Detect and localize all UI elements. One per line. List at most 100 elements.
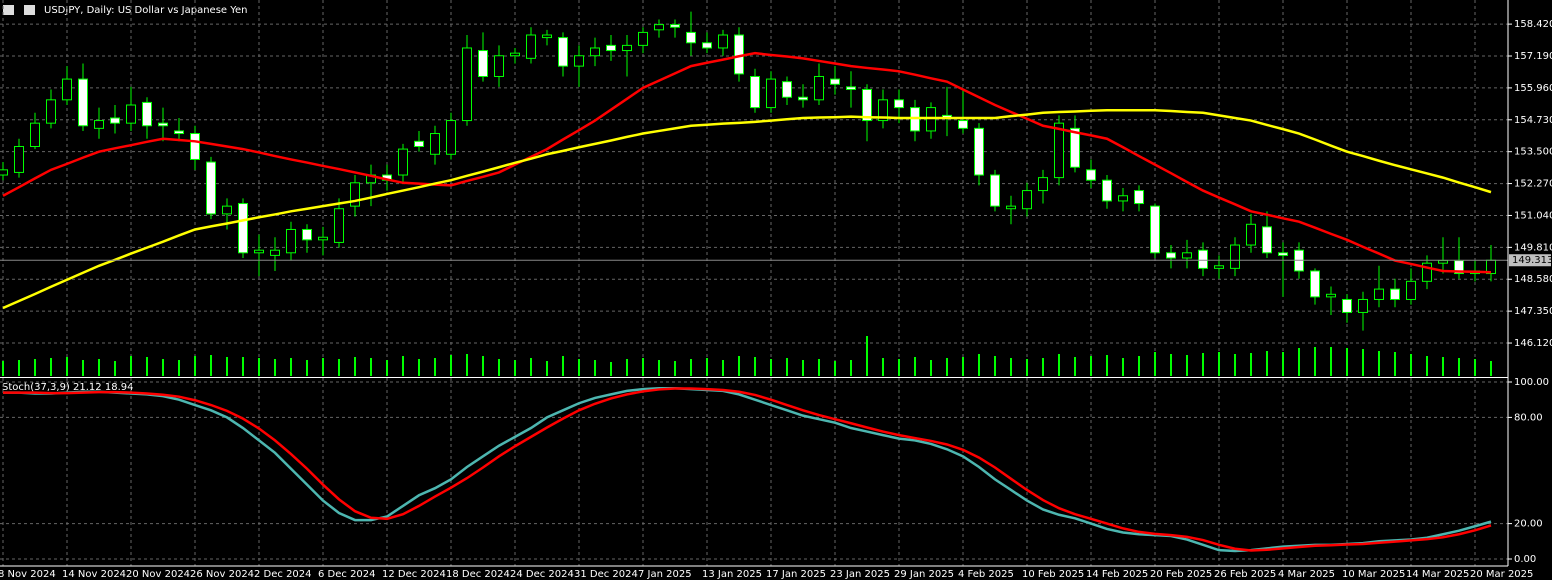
y-tick-label: 20.00	[1514, 519, 1543, 530]
candle-body	[510, 52, 520, 57]
candle-body	[846, 86, 856, 90]
candle-body	[1262, 226, 1272, 254]
x-tick-label: 14 Mar 2025	[1406, 569, 1469, 580]
candle-body	[558, 37, 568, 67]
candle-body	[1390, 288, 1400, 300]
candle-body	[398, 148, 408, 176]
candle-body	[30, 122, 40, 147]
candle-body	[142, 101, 152, 127]
candle-body	[1214, 265, 1224, 269]
indicator-name: Stoch(37,3,9)	[2, 382, 70, 393]
indicator-label: Stoch(37,3,9) 21.12 18.94	[2, 382, 134, 393]
candle-body	[110, 117, 120, 124]
candle-body	[158, 122, 168, 127]
candle-body	[1038, 177, 1048, 192]
candle-body	[686, 31, 696, 44]
candle-body	[1406, 280, 1416, 300]
x-tick-label: 26 Nov 2024	[190, 569, 254, 580]
candle-body	[302, 228, 312, 241]
x-tick-label: 2 Dec 2024	[254, 569, 312, 580]
x-tick-label: 20 Nov 2024	[126, 569, 190, 580]
candle-body	[926, 107, 936, 132]
x-tick-label: 4 Feb 2025	[958, 569, 1014, 580]
y-tick-label: 158.420	[1514, 19, 1552, 30]
x-tick-label: 18 Dec 2024	[446, 569, 510, 580]
candle-body	[62, 78, 72, 101]
candle-body	[1022, 190, 1032, 210]
x-tick-label: 10 Feb 2025	[1022, 569, 1084, 580]
candle-body	[622, 44, 632, 52]
candle-body	[190, 133, 200, 160]
candle-body	[798, 96, 808, 101]
candle-body	[1278, 252, 1288, 256]
candle-body	[222, 205, 232, 215]
y-tick-label: 154.730	[1514, 115, 1552, 126]
candle-body	[1182, 252, 1192, 259]
candle-body	[910, 107, 920, 132]
candle-body	[894, 99, 904, 109]
x-tick-label: 10 Mar 2025	[1342, 569, 1405, 580]
x-tick-label: 14 Nov 2024	[62, 569, 126, 580]
candle-body	[446, 120, 456, 155]
candle-body	[670, 24, 680, 28]
candle-body	[1246, 223, 1256, 246]
y-tick-label: 152.270	[1514, 179, 1552, 190]
candle-body	[542, 34, 552, 39]
main-value: 21.12	[73, 382, 102, 393]
candle-body	[638, 31, 648, 46]
candle-body	[1006, 205, 1016, 210]
candle-body	[334, 208, 344, 243]
candle-body	[606, 44, 616, 52]
candle-body	[1198, 249, 1208, 269]
moving-average	[2, 51, 1492, 274]
candle-body	[414, 140, 424, 147]
y-tick-label: 157.190	[1514, 51, 1552, 62]
candle-body	[1166, 252, 1176, 259]
y-tick-label: 146.120	[1514, 338, 1552, 349]
candle-body	[958, 120, 968, 129]
y-tick-label: 151.040	[1514, 210, 1552, 221]
candle-body	[254, 249, 264, 254]
candle-body	[0, 169, 8, 176]
candle-body	[478, 50, 488, 77]
candle-body	[766, 78, 776, 109]
candle-body	[1326, 293, 1336, 298]
price-tag-label: 149.313	[1512, 255, 1552, 266]
y-tick-label: 149.810	[1514, 242, 1552, 253]
candle-body	[702, 42, 712, 49]
candle-body	[286, 228, 296, 254]
candle-body	[862, 88, 872, 122]
candle-body	[1342, 298, 1352, 313]
candle-body	[878, 99, 888, 122]
x-tick-label: 4 Mar 2025	[1278, 569, 1335, 580]
candle-body	[782, 81, 792, 98]
x-tick-label: 31 Dec 2024	[574, 569, 638, 580]
candle-body	[1134, 190, 1144, 205]
candle-body	[1102, 179, 1112, 202]
candle-body	[718, 34, 728, 49]
candle-body	[462, 47, 472, 122]
x-tick-label: 20 Mar 2025	[1470, 569, 1533, 580]
signal-value: 18.94	[105, 382, 134, 393]
candle-body	[1374, 288, 1384, 300]
candle-body	[238, 203, 248, 254]
candle-body	[654, 24, 664, 31]
candle-body	[430, 133, 440, 155]
stoch-line	[3, 387, 1492, 552]
candle-body	[318, 236, 328, 241]
y-tick-label: 147.350	[1514, 306, 1552, 317]
x-tick-label: 26 Feb 2025	[1214, 569, 1276, 580]
candle-body	[750, 75, 760, 109]
candle-body	[814, 75, 824, 101]
candle-body	[78, 78, 88, 127]
y-tick-label: 100.00	[1514, 377, 1549, 388]
x-tick-label: 8 Nov 2024	[0, 569, 56, 580]
candle-body	[574, 55, 584, 67]
candle-body	[494, 55, 504, 77]
candle-body	[350, 182, 360, 207]
candle-body	[1230, 244, 1240, 269]
candle-body	[830, 78, 840, 85]
candle-body	[990, 174, 1000, 207]
